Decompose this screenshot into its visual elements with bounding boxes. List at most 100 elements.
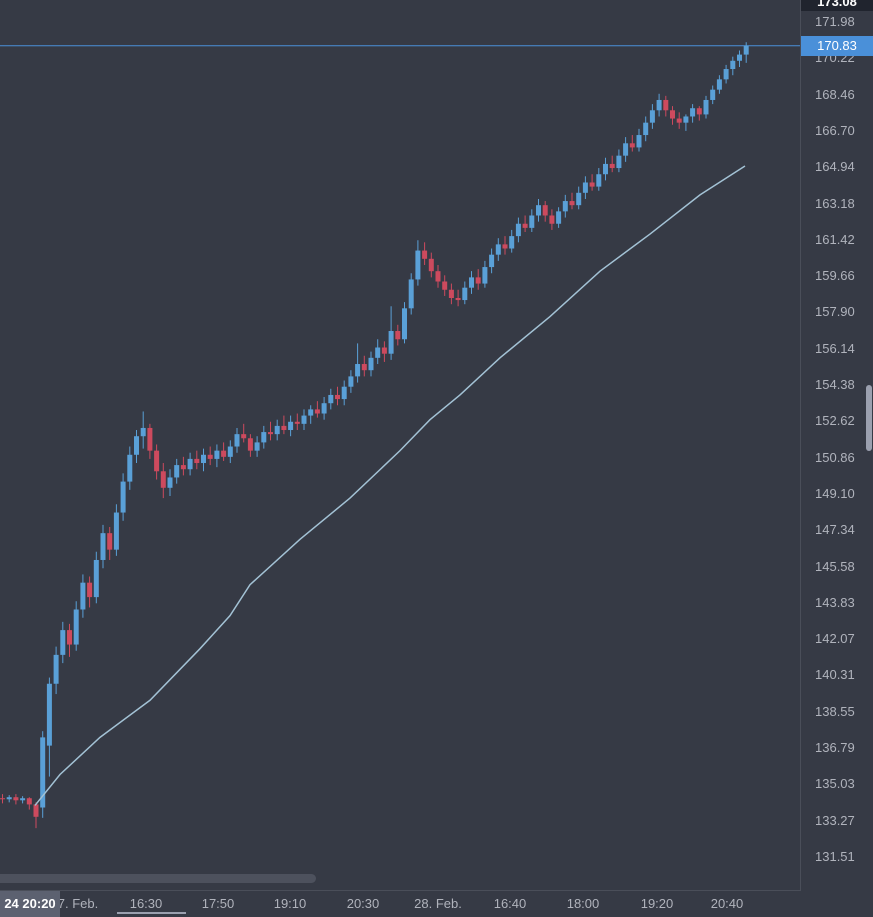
time-tick-label: 18:00 (566, 896, 600, 911)
candle (603, 157, 608, 181)
candle (529, 209, 535, 232)
candle (703, 95, 709, 119)
price-tick-label: 166.70 (815, 122, 855, 138)
candle (710, 85, 716, 105)
vertical-scrollbar-thumb[interactable] (866, 385, 872, 451)
price-tick-label: 171.98 (815, 14, 855, 29)
candle (582, 176, 588, 199)
price-tick-label: 145.58 (815, 558, 855, 574)
price-tick-label: 150.86 (815, 449, 855, 465)
candle (676, 112, 682, 129)
candle (428, 252, 434, 278)
candle (495, 238, 501, 261)
candle (13, 794, 19, 805)
candle (723, 64, 729, 84)
candle (502, 236, 508, 255)
candle (455, 289, 461, 307)
candle (87, 576, 93, 608)
candle (73, 601, 79, 651)
candle (368, 351, 374, 377)
candle (549, 209, 555, 230)
time-tick-label: 20:40 (710, 896, 744, 911)
candle (26, 797, 32, 810)
time-axis[interactable]: 7. Feb. 16:30 17:50 19:10 20:30 28. Feb. 16:40… (0, 891, 873, 917)
candle (288, 415, 294, 437)
price-tick-label: 136.79 (815, 739, 855, 755)
candle (154, 444, 160, 480)
candle (274, 419, 280, 441)
candle (509, 229, 515, 253)
candle (576, 186, 582, 210)
candle (569, 192, 575, 210)
candle (80, 574, 86, 618)
candle (174, 458, 180, 484)
candle (361, 355, 367, 377)
candle (187, 452, 193, 476)
time-tick-label: 16:30 (129, 896, 163, 911)
candle (321, 397, 327, 420)
candle (120, 473, 126, 521)
candle (167, 469, 173, 497)
candle (562, 194, 568, 218)
candle (93, 551, 99, 604)
candle (556, 207, 562, 228)
candle (596, 168, 602, 191)
price-tick-label: 133.27 (815, 812, 855, 828)
candle (663, 95, 669, 117)
candle (46, 677, 52, 777)
candle (489, 248, 495, 274)
time-tick-label: 19:10 (273, 896, 307, 911)
candle (743, 42, 749, 63)
candle (261, 425, 267, 449)
candle (308, 405, 314, 424)
candle (670, 106, 675, 125)
candle (629, 135, 635, 152)
price-tick-label: 154.38 (815, 377, 855, 393)
candle (134, 430, 139, 464)
time-tick-label: 16:40 (493, 896, 527, 911)
candle (20, 796, 26, 804)
time-tick-label: 28. Feb. (414, 896, 462, 911)
price-tick-label: 135.03 (815, 776, 855, 792)
candle (522, 215, 528, 232)
candle (294, 413, 300, 431)
price-axis[interactable]: 171.98 170.22 168.46 166.70 164.94 163.18 161.… (801, 0, 873, 890)
candle (475, 269, 481, 290)
candle (348, 370, 354, 393)
candle (515, 217, 521, 243)
time-tick-underline (117, 912, 186, 914)
time-tick-label: 7. Feb. (57, 896, 99, 911)
price-tick-label: 157.90 (815, 304, 855, 320)
candle (381, 341, 387, 362)
price-tick-label: 163.18 (815, 195, 855, 211)
candle (40, 731, 46, 818)
candle (643, 116, 649, 142)
horizontal-scrollbar-thumb[interactable] (0, 874, 316, 883)
candle (314, 401, 320, 418)
candle (67, 623, 72, 657)
price-tick-label: 156.14 (815, 340, 855, 356)
candle (160, 463, 166, 499)
candle (207, 446, 213, 466)
candle (690, 104, 696, 123)
candle (616, 149, 622, 173)
candle (268, 421, 273, 441)
time-tick-label: 19:20 (640, 896, 674, 911)
chart-pane[interactable] (0, 0, 801, 891)
candle (435, 264, 441, 288)
candle (683, 114, 689, 131)
price-tick-label: 138.55 (815, 703, 855, 719)
candle (127, 446, 133, 490)
price-tick-label: 142.07 (815, 630, 855, 646)
candle (636, 128, 642, 152)
candle (609, 155, 615, 173)
time-crosshair-badge: 24 20:20 (0, 891, 60, 917)
current-price-badge: 170.83 (801, 36, 873, 56)
candle (194, 450, 200, 470)
candle (221, 442, 227, 461)
candle (328, 388, 334, 410)
candle (395, 324, 401, 346)
candle (180, 456, 186, 476)
price-tick-label: 149.10 (815, 485, 855, 501)
